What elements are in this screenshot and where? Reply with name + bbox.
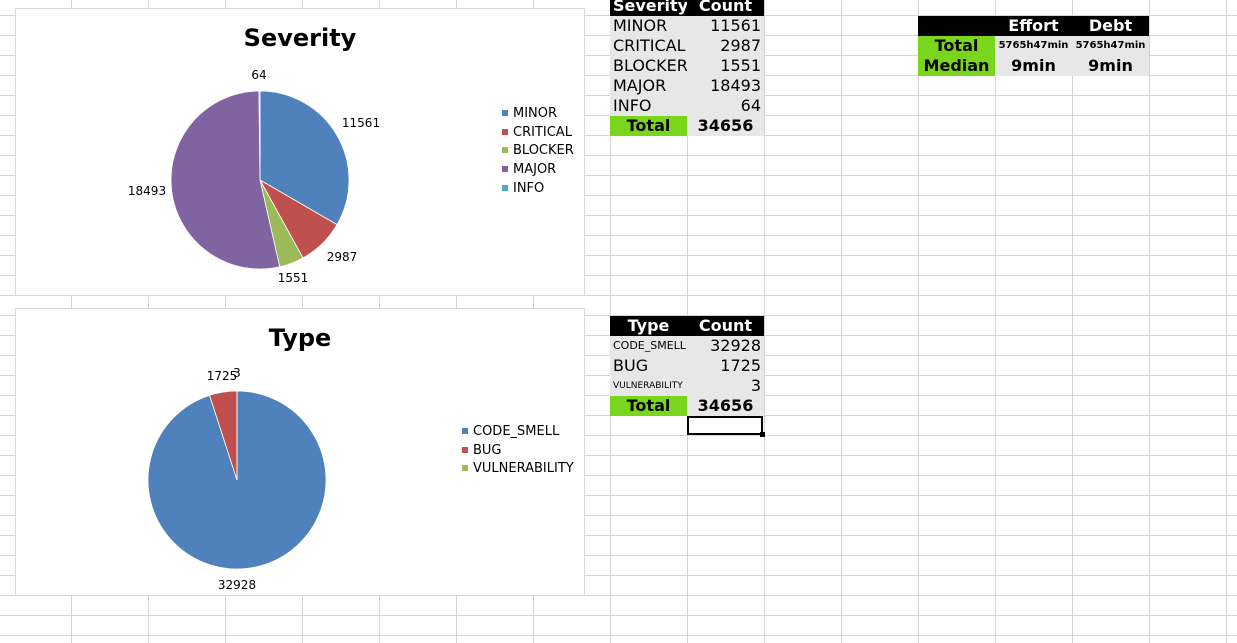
data-label: 11561 [342, 116, 380, 130]
count-header-cell[interactable]: Count [687, 316, 764, 336]
effort-total-effort-cell[interactable]: 5765h47min [995, 36, 1072, 56]
type-count-cell[interactable]: 3 [687, 376, 764, 396]
severity-label-cell[interactable]: INFO [610, 96, 687, 116]
legend-label: BLOCKER [513, 143, 574, 159]
selected-cell-cursor[interactable] [687, 416, 765, 437]
blank-header-cell[interactable] [918, 16, 995, 36]
data-label: 1725 [207, 369, 238, 383]
type-total-value-cell[interactable]: 34656 [687, 396, 764, 416]
type-chart[interactable]: Type 32928 1725 3 CODE_SMELL BUG VULNERABI… [15, 308, 585, 596]
type-count-cell[interactable]: 32928 [687, 336, 764, 356]
legend-label: CRITICAL [513, 124, 572, 140]
legend-item-info: INFO [502, 180, 574, 199]
legend-label: MAJOR [513, 162, 557, 178]
data-label: 64 [251, 68, 266, 82]
data-label: 32928 [218, 578, 256, 592]
table-row: BUG 1725 [610, 356, 764, 376]
severity-label-cell[interactable]: MAJOR [610, 76, 687, 96]
severity-total-label-cell[interactable]: Total [610, 116, 687, 136]
legend-item-vulnerability: VULNERABILITY [462, 460, 574, 479]
severity-total-value-cell[interactable]: 34656 [687, 116, 764, 136]
legend-label: BUG [473, 442, 502, 458]
effort-median-label-cell[interactable]: Median [918, 56, 995, 76]
legend-label: VULNERABILITY [473, 461, 574, 477]
severity-legend: MINOR CRITICAL BLOCKER MAJOR INFO [502, 105, 574, 198]
pie-slice-major [170, 90, 281, 270]
table-row: MAJOR 18493 [610, 76, 764, 96]
type-count-cell[interactable]: 1725 [687, 356, 764, 376]
severity-header-cell[interactable]: Severity [610, 0, 687, 16]
legend-label: INFO [513, 180, 545, 196]
table-row: Total 5765h47min 5765h47min [918, 36, 1149, 56]
effort-header-cell[interactable]: Effort [995, 16, 1072, 36]
type-label-cell[interactable]: BUG [610, 356, 687, 376]
table-row: MINOR 11561 [610, 16, 764, 36]
severity-count-cell[interactable]: 1551 [687, 56, 764, 76]
severity-label-cell[interactable]: BLOCKER [610, 56, 687, 76]
effort-total-debt-cell[interactable]: 5765h47min [1072, 36, 1149, 56]
type-table: Type Count CODE_SMELL 32928 BUG 1725 VUL… [610, 316, 764, 416]
table-row: CODE_SMELL 32928 [610, 336, 764, 356]
severity-count-cell[interactable]: 18493 [687, 76, 764, 96]
severity-count-cell[interactable]: 2987 [687, 36, 764, 56]
severity-pie: 11561 2987 1551 18493 64 [128, 68, 380, 285]
severity-label-cell[interactable]: MINOR [610, 16, 687, 36]
type-label-cell[interactable]: CODE_SMELL [610, 336, 687, 356]
effort-median-debt-cell[interactable]: 9min [1072, 56, 1149, 76]
severity-count-cell[interactable]: 64 [687, 96, 764, 116]
severity-label-cell[interactable]: CRITICAL [610, 36, 687, 56]
type-chart-title: Type [268, 324, 332, 352]
pie-slice-minor [259, 90, 350, 226]
effort-total-label-cell[interactable]: Total [918, 36, 995, 56]
table-row: INFO 64 [610, 96, 764, 116]
severity-chart-title: Severity [243, 24, 357, 52]
severity-count-cell[interactable]: 11561 [687, 16, 764, 36]
table-row: BLOCKER 1551 [610, 56, 764, 76]
data-label: 1551 [278, 271, 309, 285]
legend-item-critical: CRITICAL [502, 124, 574, 143]
type-total-label-cell[interactable]: Total [610, 396, 687, 416]
type-legend: CODE_SMELL BUG VULNERABILITY [462, 423, 574, 479]
legend-item-major: MAJOR [502, 161, 574, 180]
data-label: 3 [233, 366, 241, 380]
pie-slice-info [258, 90, 261, 181]
table-row: CRITICAL 2987 [610, 36, 764, 56]
table-row: Median 9min 9min [918, 56, 1149, 76]
table-row: Total 34656 [610, 396, 764, 416]
severity-chart[interactable]: Severity 11561 2987 1551 18493 64 MINOR CRIT… [15, 8, 585, 296]
severity-table: Severity Count MINOR 11561 CRITICAL 2987… [610, 0, 764, 136]
legend-item-minor: MINOR [502, 105, 574, 124]
data-label: 18493 [128, 184, 166, 198]
legend-item-blocker: BLOCKER [502, 142, 574, 161]
table-row: Total 34656 [610, 116, 764, 136]
debt-header-cell[interactable]: Debt [1072, 16, 1149, 36]
effort-median-effort-cell[interactable]: 9min [995, 56, 1072, 76]
data-label: 2987 [327, 250, 358, 264]
legend-item-bug: BUG [462, 442, 574, 461]
legend-label: CODE_SMELL [473, 424, 560, 439]
type-label-cell[interactable]: VULNERABILITY [610, 376, 687, 396]
legend-label: MINOR [513, 106, 558, 121]
table-row: VULNERABILITY 3 [610, 376, 764, 396]
type-header-cell[interactable]: Type [610, 316, 687, 336]
count-header-cell[interactable]: Count [687, 0, 764, 16]
effort-table: Effort Debt Total 5765h47min 5765h47min … [918, 16, 1149, 76]
legend-item-code-smell: CODE_SMELL [462, 423, 574, 442]
